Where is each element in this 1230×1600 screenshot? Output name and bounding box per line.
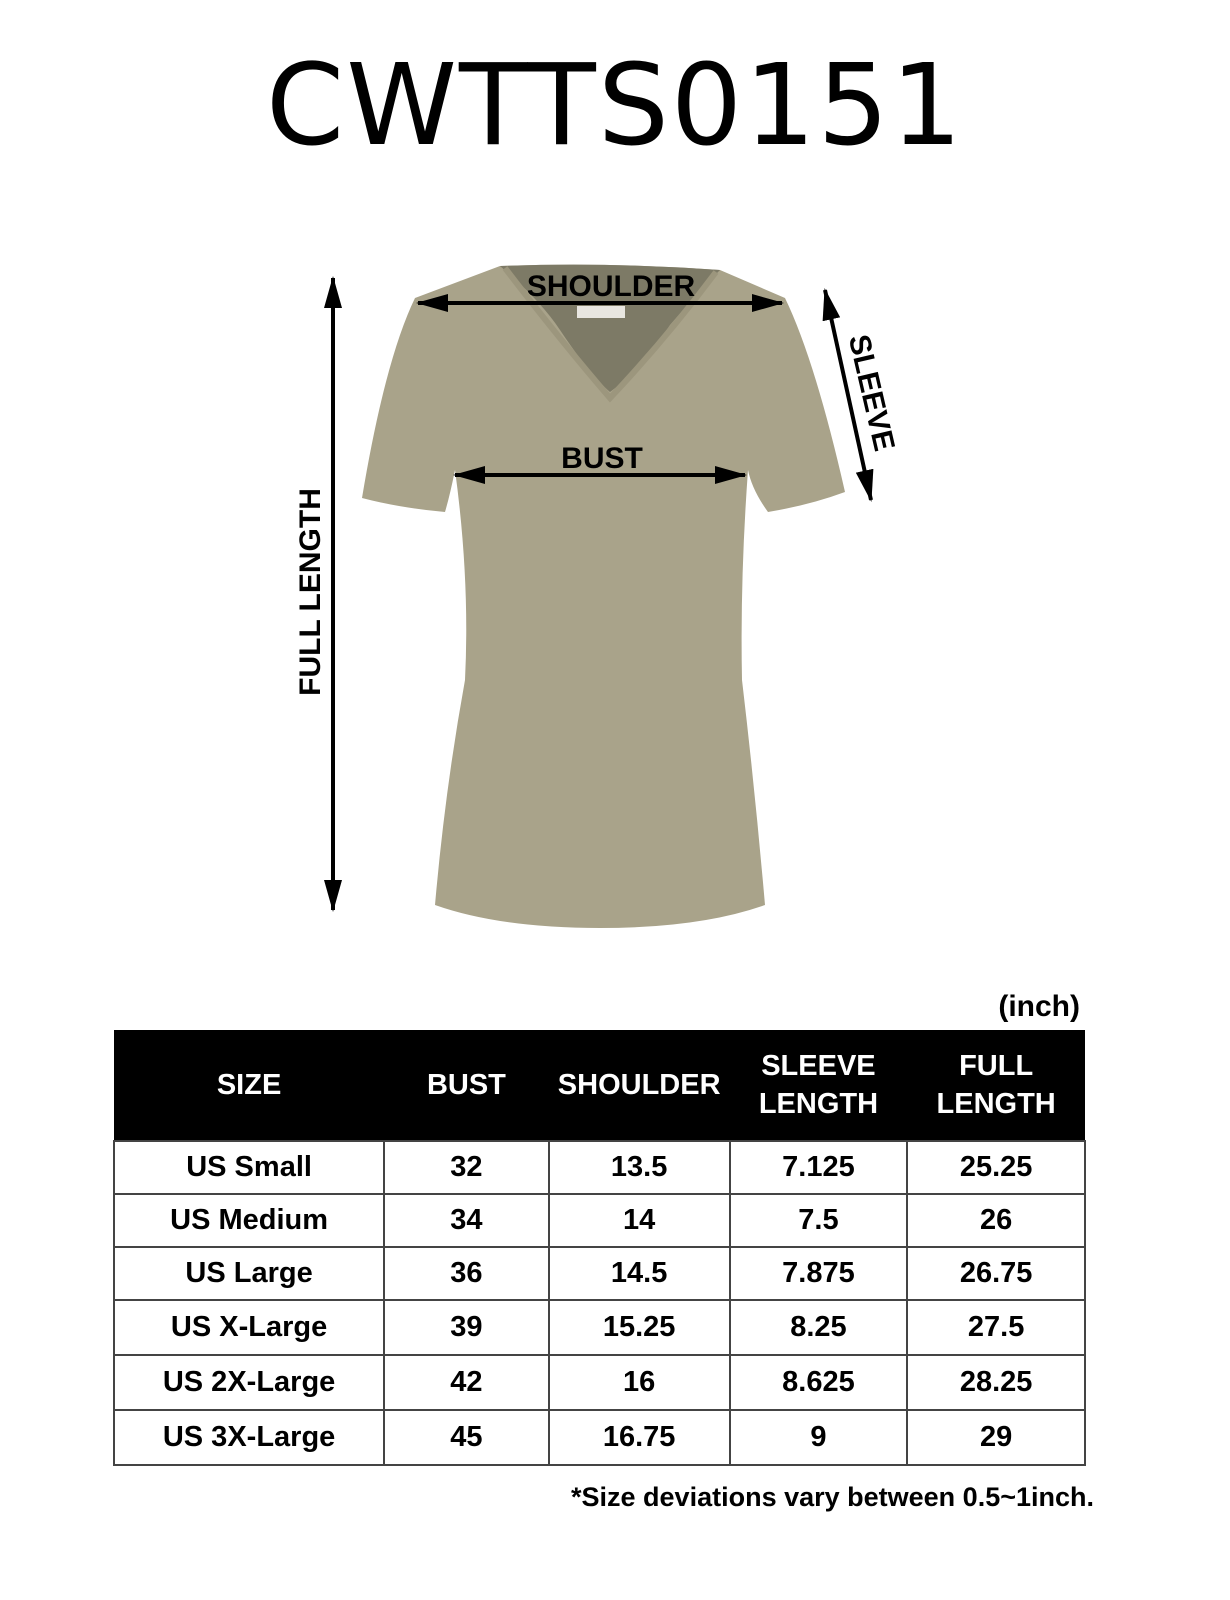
column-header-text: SIZE bbox=[216, 1069, 282, 1101]
table-cell: 39 bbox=[383, 1299, 550, 1356]
table-cell: 7.5 bbox=[728, 1193, 909, 1248]
table-cell: 7.875 bbox=[728, 1246, 909, 1301]
column-header: SHOULDER bbox=[548, 1030, 730, 1141]
size-chart-table: SIZE BUST SHOULDER SLEEVE LENGTH FULL LENGTH U… bbox=[112, 1030, 1086, 1466]
table-cell: 13.5 bbox=[547, 1140, 731, 1195]
table-row: US 2X-Large 42 16 8.625 28.25 bbox=[112, 1354, 1086, 1411]
table-cell: 34 bbox=[383, 1193, 550, 1248]
shoulder-label: SHOULDER bbox=[527, 270, 696, 303]
table-cell: 29 bbox=[906, 1409, 1086, 1466]
table-cell: 7.125 bbox=[728, 1140, 909, 1195]
column-header: SIZE bbox=[114, 1030, 385, 1141]
unit-label: (inch) bbox=[998, 990, 1080, 1023]
column-header-text: FULL bbox=[959, 1050, 1034, 1082]
table-cell: 26 bbox=[906, 1193, 1086, 1248]
bust-label: BUST bbox=[561, 442, 643, 475]
column-header: BUST bbox=[384, 1030, 549, 1141]
table-cell: 14.5 bbox=[547, 1246, 731, 1301]
table-cell: 9 bbox=[728, 1409, 909, 1466]
table-row: US X-Large 39 15.25 8.25 27.5 bbox=[112, 1299, 1086, 1356]
table-cell: 26.75 bbox=[906, 1246, 1086, 1301]
table-cell: 16 bbox=[547, 1354, 731, 1411]
table-cell: 36 bbox=[383, 1246, 550, 1301]
sleeve-arrow bbox=[822, 288, 874, 502]
column-header: SLEEVE LENGTH bbox=[729, 1030, 908, 1141]
table-cell: 28.25 bbox=[906, 1354, 1086, 1411]
table-cell: US 3X-Large bbox=[112, 1409, 386, 1466]
garment-measurement-diagram: SHOULDER BUST SLEEVE FULL LENGTH bbox=[294, 264, 901, 929]
full-length-label: FULL LENGTH bbox=[294, 488, 327, 696]
sleeve-label: SLEEVE bbox=[842, 331, 901, 454]
table-cell: US Small bbox=[112, 1140, 386, 1195]
table-cell: US Large bbox=[112, 1246, 386, 1301]
column-header: FULL LENGTH bbox=[907, 1030, 1085, 1141]
table-cell: 25.25 bbox=[906, 1140, 1086, 1195]
table-cell: 32 bbox=[383, 1140, 550, 1195]
table-header-row: SIZE BUST SHOULDER SLEEVE LENGTH FULL LENGTH bbox=[114, 1030, 1085, 1141]
table-cell: 8.25 bbox=[728, 1299, 909, 1356]
table-row: US 3X-Large 45 16.75 9 29 bbox=[112, 1409, 1086, 1466]
table-cell: 16.75 bbox=[547, 1409, 731, 1466]
table-row: US Large 36 14.5 7.875 26.75 bbox=[112, 1246, 1086, 1301]
product-code-title: CWTTS0151 bbox=[266, 41, 964, 171]
table-row: US Medium 34 14 7.5 26 bbox=[112, 1193, 1086, 1248]
table-cell: 8.625 bbox=[728, 1354, 909, 1411]
column-header-text: BUST bbox=[426, 1069, 506, 1101]
table-cell: 27.5 bbox=[906, 1299, 1086, 1356]
table-row: US Small 32 13.5 7.125 25.25 bbox=[112, 1140, 1086, 1195]
tshirt-illustration bbox=[362, 264, 845, 929]
table-cell: 45 bbox=[383, 1409, 550, 1466]
table-cell: US 2X-Large bbox=[112, 1354, 386, 1411]
size-deviation-note: *Size deviations vary between 0.5~1inch. bbox=[571, 1482, 1094, 1512]
table-cell: US X-Large bbox=[112, 1299, 386, 1356]
table-cell: 15.25 bbox=[547, 1299, 731, 1356]
column-header-text: LENGTH bbox=[936, 1088, 1056, 1120]
table-cell: 14 bbox=[547, 1193, 731, 1248]
column-header-text: SLEEVE bbox=[761, 1050, 876, 1082]
table-cell: US Medium bbox=[112, 1193, 386, 1248]
table-cell: 42 bbox=[383, 1354, 550, 1411]
column-header-text: SHOULDER bbox=[557, 1069, 721, 1101]
column-header-text: LENGTH bbox=[758, 1088, 879, 1120]
